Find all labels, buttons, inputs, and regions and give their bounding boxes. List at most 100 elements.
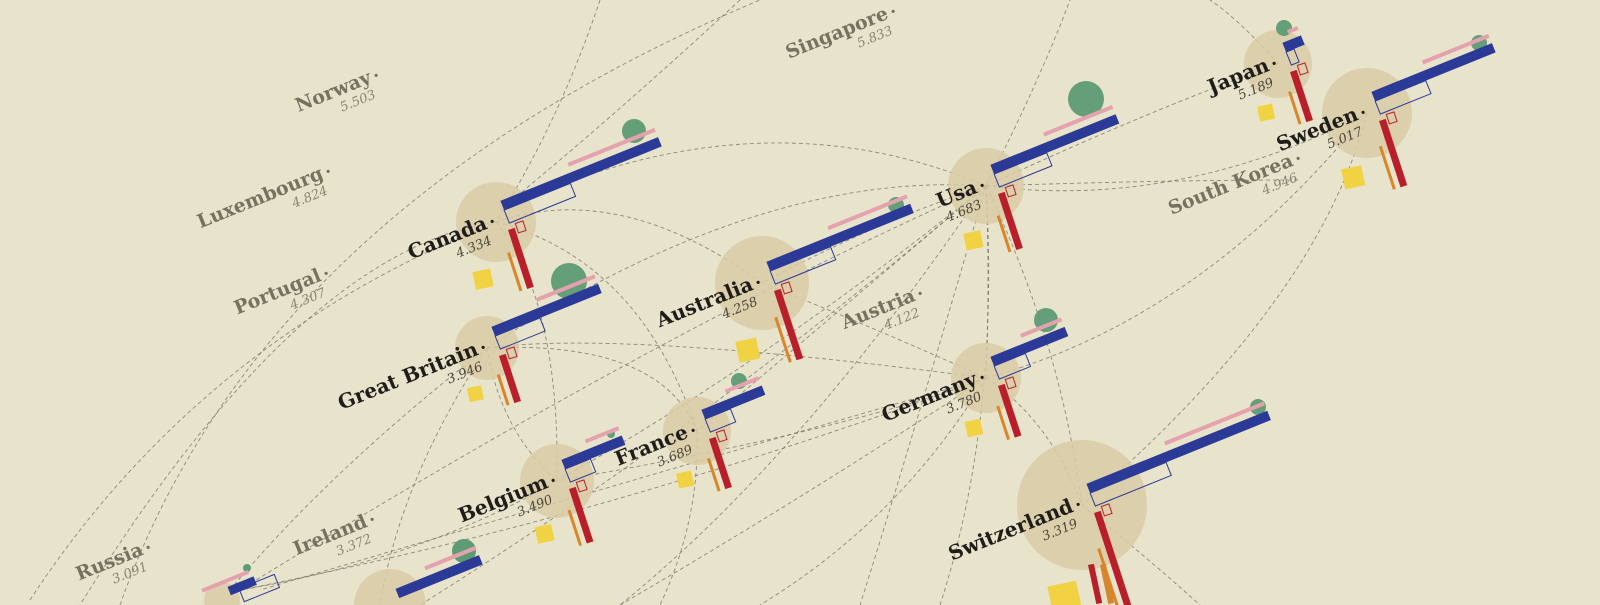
blue-bar [766,203,914,272]
pink-bar [1286,26,1299,34]
pink-bar [1042,104,1114,137]
connection-line [79,221,497,605]
orange-bar [567,509,582,547]
blue-bar [990,114,1120,175]
connection-line [985,112,1368,379]
glyph-canada [456,119,662,292]
yellow-square [1257,103,1276,122]
rotated-bars [395,545,483,599]
yellow-square [964,418,984,438]
red-bar [1379,118,1408,188]
red-bar [499,353,521,404]
country-name: France [611,420,691,471]
vertical-bars [707,429,732,492]
yellow-square [1047,580,1083,605]
connection-line [556,185,987,482]
blue-bar [1371,43,1496,102]
outline-bar [564,458,597,483]
label-dot [551,478,555,482]
vertical-bars [996,184,1023,253]
connection-line [239,480,558,591]
small-outline [1385,111,1398,125]
yellow-square [676,470,695,489]
vertical-bars [774,281,804,363]
vertical-bars [1378,111,1408,190]
pink-bar [567,127,656,167]
rotated-bars [1371,33,1496,115]
label-dot [326,169,330,173]
glyph-france [663,373,766,492]
small-outline [1296,62,1309,76]
glyph-japan [1244,20,1313,125]
pink-bar [535,274,596,302]
rotated-bars [201,570,281,603]
connection-line [486,346,698,432]
connection-line [495,0,601,223]
vertical-bars [1288,62,1313,125]
orange-bar [1378,145,1396,190]
red-bar [507,227,534,289]
connection-line [239,185,987,591]
blue-bar [561,435,626,470]
label-dot [1296,156,1300,160]
vertical-bars [496,346,521,406]
pink-bar [1163,401,1265,446]
yellow-square [963,230,984,251]
indicator-dot [243,564,251,572]
rotated-bars [561,426,626,483]
label-dot [1076,502,1080,506]
blue-bar [395,555,483,599]
label-dot [691,428,695,432]
connection-line [859,185,987,605]
glyph-germany [951,308,1069,441]
size-circle [354,569,426,605]
connection-line [29,221,497,601]
pink-bar [201,570,250,593]
indicator-dot [1276,20,1292,36]
orange-bar [1288,91,1302,125]
orange-bar [1099,563,1115,605]
red-bar [709,436,732,490]
vertical-bars [507,220,534,292]
rotated-bars [491,274,602,350]
glyph-australia [715,194,914,363]
label-dot [918,291,922,295]
blue-bar [227,576,257,596]
blue-bar [491,283,602,337]
glyph-belgium [520,426,626,547]
pink-bar [724,376,760,394]
outline-bar [704,408,737,433]
rotated-bars [990,317,1069,380]
connection-line [985,63,1279,187]
outline-bar [1285,48,1300,66]
connection-line [119,0,761,605]
glyph-usa [948,81,1120,253]
indicator-dot [1068,81,1104,117]
label-dot [980,183,984,187]
connection-line [1081,112,1368,506]
vertical-bars [996,376,1022,441]
label-dot [146,545,150,549]
partial-glyphs [201,539,1115,605]
connection-line [419,185,987,605]
yellow-square [472,268,494,290]
label-dot [891,9,895,13]
connection-line [1209,0,1279,65]
label-dot [324,271,328,275]
small-outline [575,479,588,493]
orange-bar [996,215,1012,253]
red-bar [998,191,1023,251]
red-bar [1094,510,1132,605]
label-dot [756,280,760,284]
blue-bar [990,326,1069,367]
pink-bar [1421,33,1490,65]
outline-bar [238,573,281,603]
rotated-bars [990,104,1120,188]
blue-bar [701,385,766,420]
